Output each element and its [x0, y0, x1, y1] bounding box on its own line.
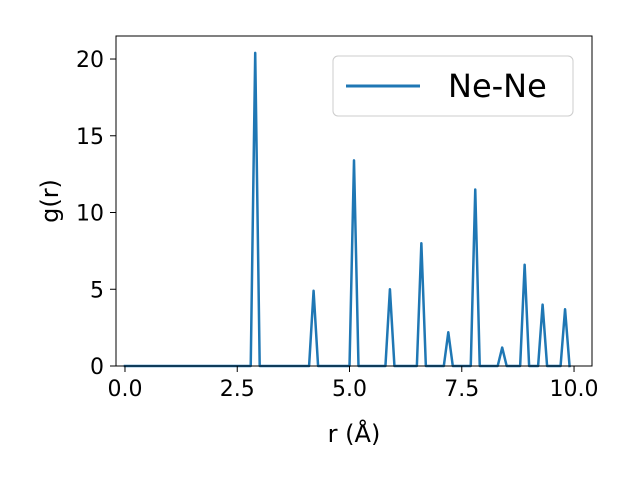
y-tick-label: 0 — [90, 355, 104, 380]
y-axis-label: g(r) — [36, 179, 64, 223]
x-tick-label: 10.0 — [550, 377, 599, 402]
x-tick-label: 7.5 — [444, 377, 479, 402]
x-tick-label: 0.0 — [107, 377, 142, 402]
y-tick-label: 20 — [76, 48, 104, 73]
x-tick-label: 5.0 — [332, 377, 367, 402]
y-tick-label: 10 — [76, 202, 104, 227]
y-tick-label: 15 — [76, 125, 104, 150]
x-tick-label: 2.5 — [220, 377, 255, 402]
legend-label-ne-ne: Ne-Ne — [448, 67, 547, 105]
x-axis-label: r (Å) — [328, 419, 381, 448]
y-tick-label: 5 — [90, 278, 104, 303]
axes-frame — [115, 35, 593, 367]
legend: Ne-Ne — [332, 55, 574, 117]
legend-box — [332, 55, 574, 117]
x-axis-ticks: 0.0 2.5 5.0 7.5 10.0 — [107, 366, 599, 402]
y-axis-ticks: 0 5 10 15 20 — [76, 48, 116, 380]
